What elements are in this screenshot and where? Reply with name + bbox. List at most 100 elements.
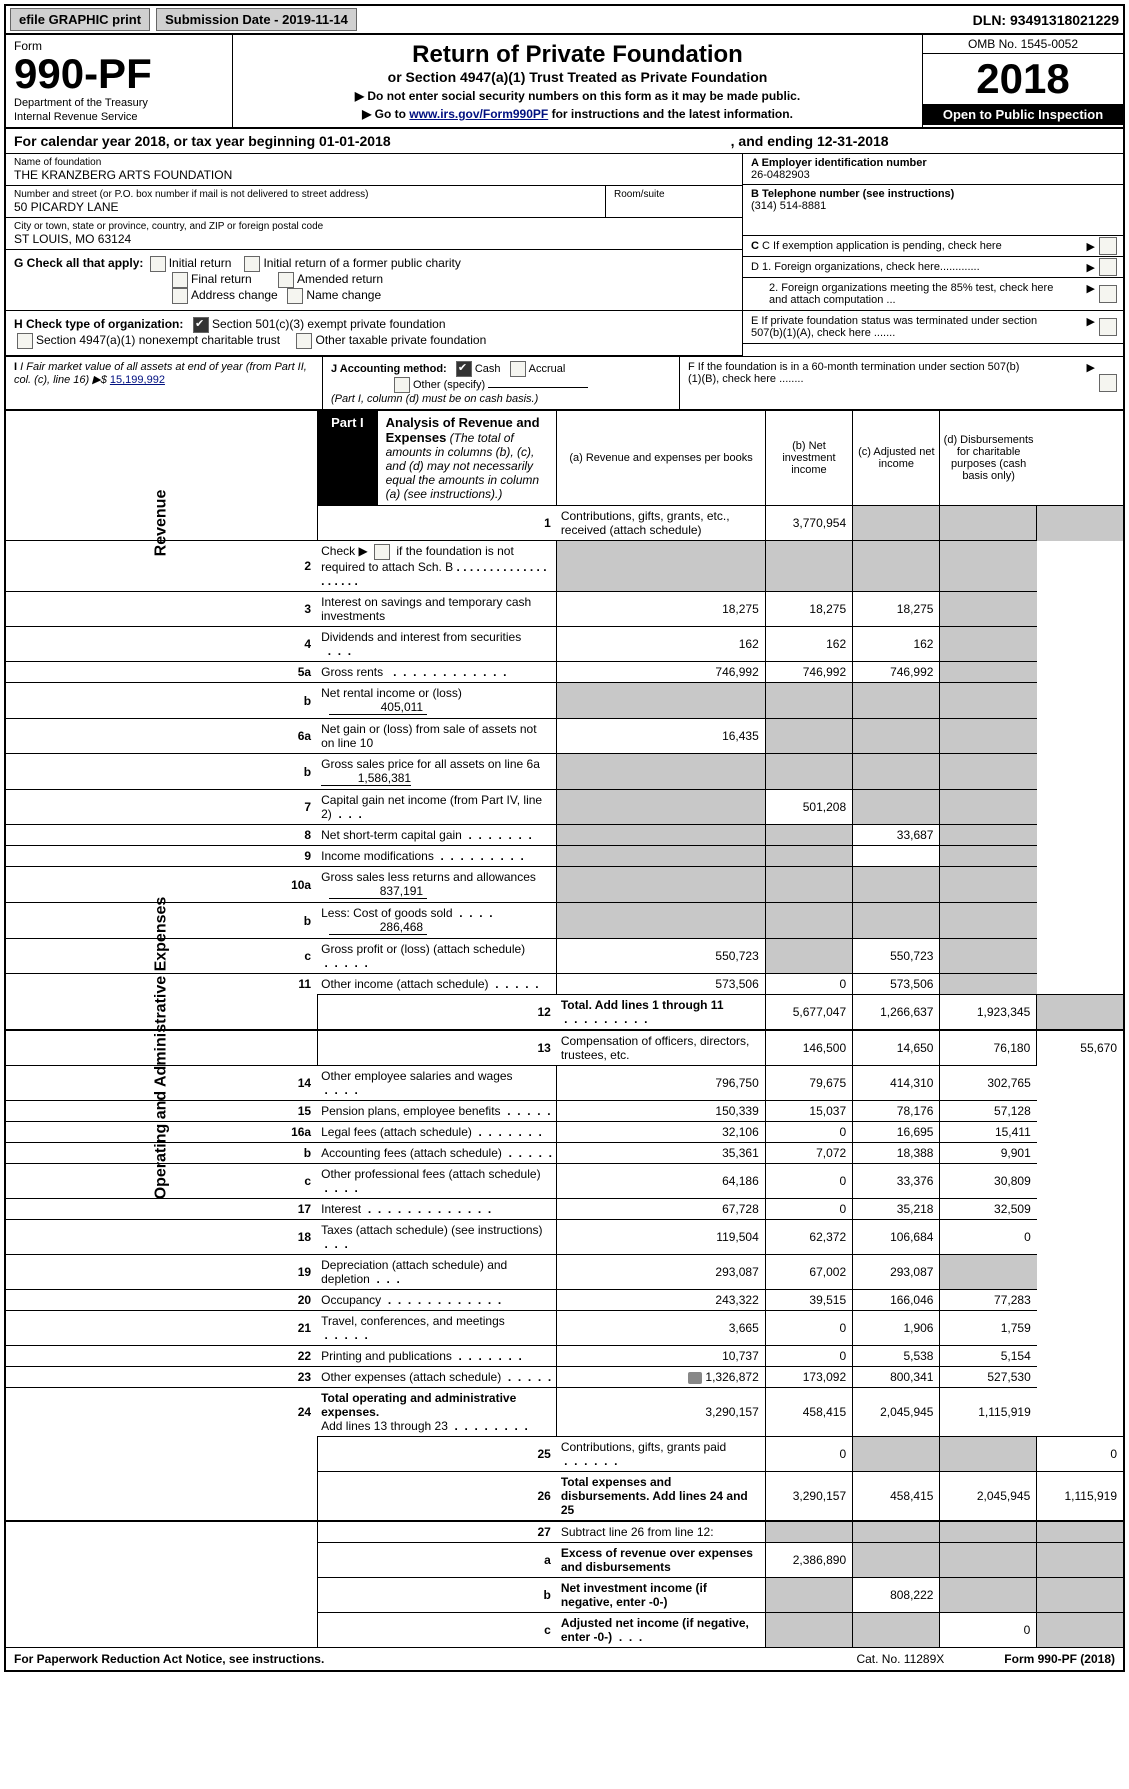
row-desc: Capital gain net income (from Part IV, l…	[317, 790, 557, 825]
row-val-a: 150,339	[557, 1101, 765, 1122]
row-val-b: 458,415	[853, 1472, 940, 1522]
g-label: G Check all that apply:	[14, 256, 143, 270]
efile-button[interactable]: efile GRAPHIC print	[10, 8, 150, 31]
initial-former-checkbox[interactable]	[244, 256, 260, 272]
expenses-side-label: Operating and Administrative Expenses	[152, 897, 170, 1200]
dept-irs: Internal Revenue Service	[14, 111, 224, 123]
e-label: E If private foundation status was termi…	[751, 315, 1061, 339]
row-val-c: 5,538	[853, 1346, 940, 1367]
row-num: 25	[317, 1437, 557, 1472]
row-desc: Excess of revenue over expenses and disb…	[557, 1543, 765, 1578]
other-taxable-checkbox[interactable]	[296, 333, 312, 349]
row-val-d: 0	[1037, 1437, 1123, 1472]
row-desc: Legal fees (attach schedule) . . . . . .…	[317, 1122, 557, 1143]
part1-table: Part I Analysis of Revenue and Expenses …	[6, 411, 1123, 1647]
submission-date-button[interactable]: Submission Date - 2019-11-14	[156, 8, 357, 31]
f-checkbox[interactable]	[1099, 374, 1117, 392]
room-label: Room/suite	[614, 189, 734, 200]
row-val-c: 1,906	[853, 1311, 940, 1346]
row-num: 27	[317, 1521, 557, 1543]
row-val-b: 15,037	[765, 1101, 852, 1122]
d1-checkbox[interactable]	[1099, 258, 1117, 276]
shaded-cell	[940, 506, 1037, 541]
d1-row: D 1. Foreign organizations, check here..…	[743, 257, 1123, 278]
row-val-a: 573,506	[557, 974, 765, 995]
catalog-number: Cat. No. 11289X	[856, 1652, 944, 1666]
row-val-c: 2,045,945	[940, 1472, 1037, 1522]
501c3-checkbox[interactable]	[193, 317, 209, 333]
row-desc: Other employee salaries and wages . . . …	[317, 1066, 557, 1101]
4947-label: Section 4947(a)(1) nonexempt charitable …	[36, 333, 280, 347]
h-checks: H Check type of organization: Section 50…	[6, 311, 742, 356]
row-val-c: 1,923,345	[940, 995, 1037, 1031]
schb-checkbox[interactable]	[374, 544, 390, 560]
row-val-b: 0	[765, 1346, 852, 1367]
shaded-cell	[853, 506, 940, 541]
other-method-checkbox[interactable]	[394, 377, 410, 393]
row-num: 23	[6, 1367, 317, 1388]
row-num: 26	[317, 1472, 557, 1522]
name-change-checkbox[interactable]	[287, 288, 303, 304]
amended-return-label: Amended return	[297, 272, 383, 286]
row-val-a: 550,723	[557, 939, 765, 974]
row-desc: Interest . . . . . . . . . . . . .	[317, 1199, 557, 1220]
amended-return-checkbox[interactable]	[278, 272, 294, 288]
attachment-icon[interactable]	[688, 1372, 702, 1384]
row-val-b: 0	[765, 974, 852, 995]
dln-text: DLN: 93491318021229	[973, 12, 1119, 28]
row-desc: Total expenses and disbursements. Add li…	[557, 1472, 765, 1522]
accrual-label: Accrual	[529, 363, 566, 375]
final-return-checkbox[interactable]	[172, 272, 188, 288]
row-val-c: 18,275	[853, 592, 940, 627]
foundation-city: ST LOUIS, MO 63124	[14, 232, 734, 246]
4947-checkbox[interactable]	[17, 333, 33, 349]
c-checkbox[interactable]	[1099, 237, 1117, 255]
row-num: 13	[317, 1030, 557, 1066]
row-val-d: 302,765	[940, 1066, 1037, 1101]
e-checkbox[interactable]	[1099, 318, 1117, 336]
address-change-checkbox[interactable]	[172, 288, 188, 304]
row-val-b: 162	[765, 627, 852, 662]
ein-label: A Employer identification number	[751, 157, 927, 169]
header-row: Form 990-PF Department of the Treasury I…	[6, 35, 1123, 129]
row-desc: Check ▶ if the foundation is not require…	[317, 541, 557, 592]
row-val-c: 746,992	[853, 662, 940, 683]
row-num: 6a	[6, 719, 317, 754]
row-val-b: 0	[765, 1311, 852, 1346]
d2-checkbox[interactable]	[1099, 285, 1117, 303]
row-val-b: 18,275	[765, 592, 852, 627]
col-c-header: (c) Adjusted net income	[853, 411, 940, 506]
row-num: b	[317, 1578, 557, 1613]
row-num: c	[317, 1613, 557, 1648]
row-val-a: 18,275	[557, 592, 765, 627]
row-desc: Net short-term capital gain . . . . . . …	[317, 825, 557, 846]
row-val-c: 33,376	[853, 1164, 940, 1199]
row-val-b: 7,072	[765, 1143, 852, 1164]
row-desc: Dividends and interest from securities .…	[317, 627, 557, 662]
initial-return-checkbox[interactable]	[150, 256, 166, 272]
row-val-d: 55,670	[1037, 1030, 1123, 1066]
d2-label: 2. Foreign organizations meeting the 85%…	[751, 282, 1059, 306]
row-val-a: 16,435	[557, 719, 765, 754]
row-num: a	[317, 1543, 557, 1578]
row-val-a: 5,677,047	[765, 995, 852, 1031]
foundation-info: Name of foundation THE KRANZBERG ARTS FO…	[6, 154, 1123, 357]
row-num: 19	[6, 1255, 317, 1290]
d2-row: 2. Foreign organizations meeting the 85%…	[743, 278, 1123, 311]
irs-link[interactable]: www.irs.gov/Form990PF	[409, 107, 548, 121]
row-val-a: 3,770,954	[765, 506, 852, 541]
header-right: OMB No. 1545-0052 2018 Open to Public In…	[922, 35, 1123, 127]
row-val-d: 57,128	[940, 1101, 1037, 1122]
j-note: (Part I, column (d) must be on cash basi…	[331, 393, 538, 405]
row-val-b: 0	[765, 1122, 852, 1143]
accrual-checkbox[interactable]	[510, 361, 526, 377]
cash-checkbox[interactable]	[456, 361, 472, 377]
row-val-c: 16,695	[853, 1122, 940, 1143]
row-val-a: 2,386,890	[765, 1543, 852, 1578]
row-val-d: 15,411	[940, 1122, 1037, 1143]
name-label: Name of foundation	[14, 157, 734, 168]
row-val-d: 1,115,919	[940, 1388, 1037, 1437]
form-number: 990-PF	[14, 53, 224, 95]
row-val-d: 9,901	[940, 1143, 1037, 1164]
row-val-a: 796,750	[557, 1066, 765, 1101]
